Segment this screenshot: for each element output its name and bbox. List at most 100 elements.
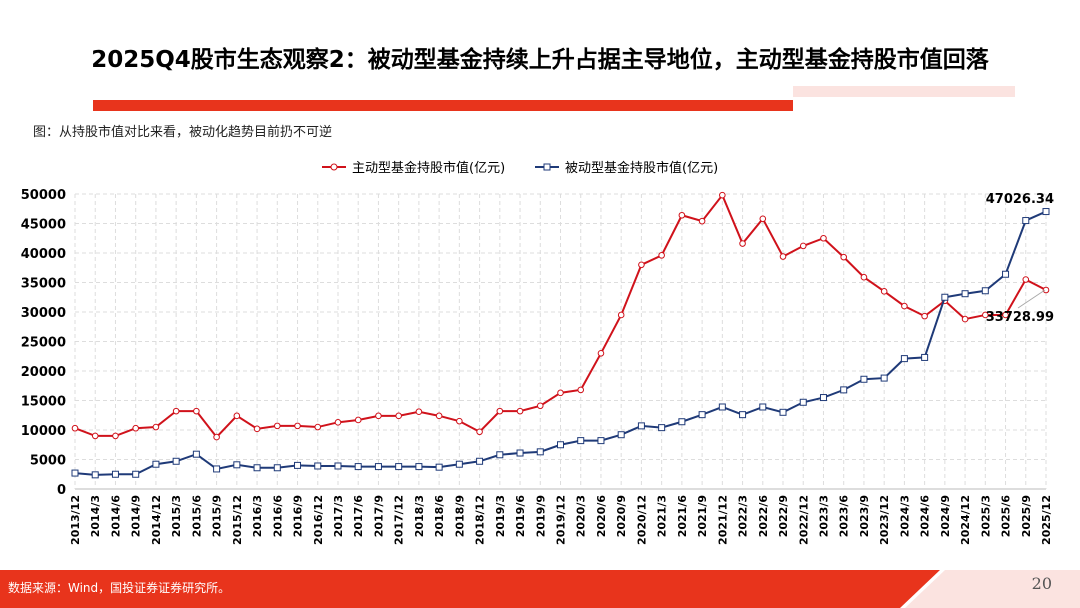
data-point-passive: [71, 469, 79, 477]
data-point-active: [880, 288, 888, 295]
x-tick-label: 2025/9: [1020, 495, 1033, 537]
data-point-passive: [1042, 208, 1050, 216]
data-point-active: [233, 412, 241, 420]
data-point-passive: [476, 457, 484, 465]
data-point-passive: [597, 437, 605, 445]
x-tick-label: 2019/6: [514, 495, 527, 538]
x-tick-label: 2023/3: [817, 495, 830, 537]
x-tick-label: 2014/9: [130, 495, 143, 537]
data-point-passive: [111, 470, 119, 478]
x-tick-label: 2023/9: [858, 495, 871, 537]
x-tick-label: 2024/12: [959, 495, 972, 545]
data-point-active: [112, 432, 119, 440]
x-tick-label: 2020/12: [635, 495, 648, 545]
data-point-active: [314, 423, 322, 431]
data-point-passive: [880, 374, 888, 382]
y-tick-label: 30000: [21, 306, 66, 321]
data-point-active: [516, 407, 524, 415]
data-point-active: [334, 419, 342, 426]
data-point-passive: [637, 422, 645, 430]
data-point-passive: [91, 471, 99, 479]
data-point-passive: [455, 460, 463, 468]
data-point-active: [415, 408, 423, 416]
x-tick-label: 2016/9: [292, 495, 305, 537]
x-tick-label: 2023/12: [878, 495, 891, 545]
data-point-active: [820, 234, 827, 242]
data-label-passive-last: 47026.34: [986, 192, 1054, 207]
x-tick-label: 2022/9: [777, 495, 790, 537]
data-point-passive: [658, 424, 666, 432]
x-tick-label: 2022/6: [757, 495, 770, 538]
data-point-passive: [1022, 217, 1030, 225]
data-point-active: [132, 424, 139, 432]
data-label-active-last: 33728.99: [986, 310, 1054, 325]
x-tick-label: 2020/9: [615, 495, 628, 537]
decorative-red-bar: [93, 100, 793, 111]
data-point-active: [1022, 276, 1030, 283]
x-tick-label: 2022/3: [737, 495, 750, 537]
data-label-leader: [1017, 289, 1046, 309]
data-point-active: [536, 402, 544, 410]
x-tick-label: 2017/3: [332, 495, 345, 537]
footer-band: [0, 570, 1080, 608]
x-tick-label: 2015/9: [211, 495, 224, 537]
legend-marker-passive: [543, 163, 551, 171]
data-point-active: [982, 311, 989, 319]
y-tick-label: 25000: [21, 336, 66, 351]
data-point-active: [435, 412, 443, 420]
data-point-passive: [860, 375, 868, 383]
series-lines: [71, 191, 1050, 479]
data-point-active: [678, 211, 686, 219]
figure-caption: 图：从持股市值对比来看，被动化趋势目前扔不可逆: [33, 125, 333, 140]
x-tick-label: 2018/6: [433, 495, 446, 538]
data-point-active: [638, 261, 645, 269]
data-point-active: [698, 217, 706, 225]
x-tick-label: 2013/12: [69, 495, 82, 545]
data-point-active: [253, 425, 261, 433]
data-point-active: [961, 315, 969, 323]
data-point-active: [719, 191, 726, 199]
data-point-passive: [759, 403, 767, 411]
data-point-active: [779, 253, 787, 260]
data-point-active: [496, 407, 504, 415]
y-tick-label: 5000: [30, 454, 66, 469]
legend: 主动型基金持股市值(亿元) 被动型基金持股市值(亿元): [322, 160, 718, 176]
data-point-passive: [132, 470, 140, 478]
data-point-passive: [678, 418, 686, 426]
x-tick-label: 2018/12: [474, 495, 487, 545]
x-tick-label: 2020/3: [575, 495, 588, 537]
data-point-active: [617, 311, 625, 319]
x-tick-label: 2021/6: [676, 495, 689, 538]
data-point-passive: [253, 464, 261, 472]
y-tick-label: 40000: [21, 247, 66, 262]
data-point-active: [476, 428, 483, 436]
data-point-passive: [698, 411, 706, 419]
data-point-passive: [921, 353, 929, 361]
data-point-passive: [718, 403, 726, 411]
data-point-active: [921, 312, 928, 320]
data-point-active: [658, 252, 665, 259]
x-tick-label: 2014/12: [150, 495, 163, 545]
x-tick-label: 2022/12: [797, 495, 810, 545]
y-tick-label: 10000: [21, 424, 66, 439]
legend-label-active: 主动型基金持股市值(亿元): [352, 160, 505, 176]
x-tick-label: 2024/9: [939, 495, 952, 537]
data-point-passive: [779, 408, 787, 416]
data-point-passive: [819, 394, 827, 402]
x-axis: 2013/12 2014/3 2014/6 2014/9 2014/12 2015/3 20…: [69, 495, 1053, 545]
x-tick-label: 2019/3: [494, 495, 507, 537]
data-point-active: [152, 423, 160, 431]
x-tick-label: 2024/3: [898, 495, 911, 537]
data-point-active: [1042, 286, 1050, 294]
slide-title: 2025Q4股市生态观察2：被动型基金持续上升占据主导地位，主动型基金持股市值回…: [91, 47, 989, 73]
data-point-active: [172, 407, 180, 415]
data-point-active: [860, 273, 868, 281]
data-point-active: [395, 412, 402, 420]
data-point-passive: [799, 398, 807, 406]
data-point-passive: [435, 463, 443, 471]
data-point-passive: [395, 463, 403, 471]
data-point-passive: [314, 462, 322, 470]
data-point-passive: [577, 437, 585, 445]
data-point-passive: [374, 463, 382, 471]
x-tick-label: 2025/6: [1000, 495, 1013, 538]
